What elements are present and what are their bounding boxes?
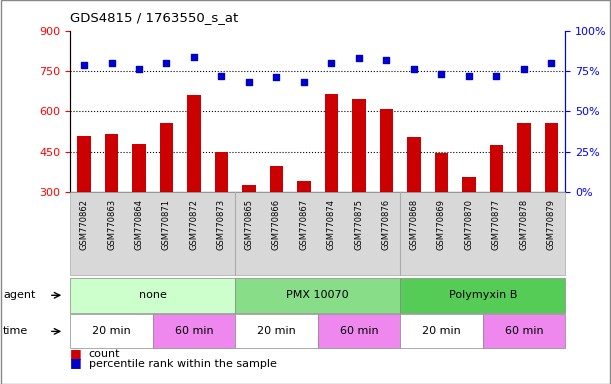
Point xyxy=(327,60,337,66)
Bar xyxy=(159,124,174,192)
Text: 20 min: 20 min xyxy=(422,326,461,336)
Text: GSM770877: GSM770877 xyxy=(492,199,501,250)
Bar xyxy=(269,167,284,192)
Point xyxy=(299,79,309,85)
Text: PMX 10070: PMX 10070 xyxy=(287,290,349,300)
Bar xyxy=(517,124,531,192)
Bar xyxy=(324,94,338,192)
Text: ■: ■ xyxy=(70,347,82,360)
Point xyxy=(134,66,144,73)
Text: GSM770867: GSM770867 xyxy=(299,199,309,250)
Text: GSM770874: GSM770874 xyxy=(327,199,336,250)
Text: GSM770865: GSM770865 xyxy=(244,199,254,250)
Text: 20 min: 20 min xyxy=(257,326,296,336)
Text: ■: ■ xyxy=(70,356,82,369)
Text: agent: agent xyxy=(3,290,35,300)
Text: Polymyxin B: Polymyxin B xyxy=(448,290,517,300)
Text: GSM770872: GSM770872 xyxy=(189,199,199,250)
Point xyxy=(244,79,254,85)
Text: GSM770862: GSM770862 xyxy=(79,199,89,250)
Point xyxy=(107,60,117,66)
Point xyxy=(437,71,447,77)
Bar xyxy=(544,122,558,192)
Text: GSM770869: GSM770869 xyxy=(437,199,446,250)
Text: 60 min: 60 min xyxy=(505,326,543,336)
Text: none: none xyxy=(139,290,167,300)
Point xyxy=(79,61,89,68)
Bar xyxy=(379,109,393,192)
Text: GSM770866: GSM770866 xyxy=(272,199,281,250)
Bar xyxy=(297,181,311,192)
Text: GSM770863: GSM770863 xyxy=(107,199,116,250)
Text: count: count xyxy=(89,349,120,359)
Text: GSM770868: GSM770868 xyxy=(409,199,419,250)
Text: 20 min: 20 min xyxy=(92,326,131,336)
Point xyxy=(189,53,199,60)
Text: GSM770878: GSM770878 xyxy=(519,199,529,250)
Text: GSM770870: GSM770870 xyxy=(464,199,474,250)
Point xyxy=(519,66,529,73)
Text: GSM770871: GSM770871 xyxy=(162,199,171,250)
Bar xyxy=(489,145,503,192)
Text: percentile rank within the sample: percentile rank within the sample xyxy=(89,359,276,369)
Text: 60 min: 60 min xyxy=(175,326,213,336)
Bar xyxy=(352,99,366,192)
Point xyxy=(217,73,227,79)
Bar xyxy=(407,137,421,192)
Point xyxy=(272,74,282,81)
Point xyxy=(161,60,171,66)
Bar xyxy=(104,134,119,192)
Text: GSM770875: GSM770875 xyxy=(354,199,364,250)
Bar xyxy=(187,95,201,192)
Text: GSM770873: GSM770873 xyxy=(217,199,226,250)
Point xyxy=(354,55,364,61)
Point xyxy=(464,73,474,79)
Point xyxy=(492,73,502,79)
Bar xyxy=(434,153,448,192)
Bar xyxy=(77,136,91,192)
Bar xyxy=(132,144,146,192)
Point xyxy=(547,60,557,66)
Bar xyxy=(462,177,476,192)
Text: time: time xyxy=(3,326,28,336)
Text: 60 min: 60 min xyxy=(340,326,378,336)
Text: GSM770879: GSM770879 xyxy=(547,199,556,250)
Point xyxy=(381,57,392,63)
Bar xyxy=(242,185,256,192)
Text: GDS4815 / 1763550_s_at: GDS4815 / 1763550_s_at xyxy=(70,12,238,25)
Bar xyxy=(214,152,229,192)
Point xyxy=(409,66,419,73)
Text: GSM770864: GSM770864 xyxy=(134,199,144,250)
Text: GSM770876: GSM770876 xyxy=(382,199,391,250)
